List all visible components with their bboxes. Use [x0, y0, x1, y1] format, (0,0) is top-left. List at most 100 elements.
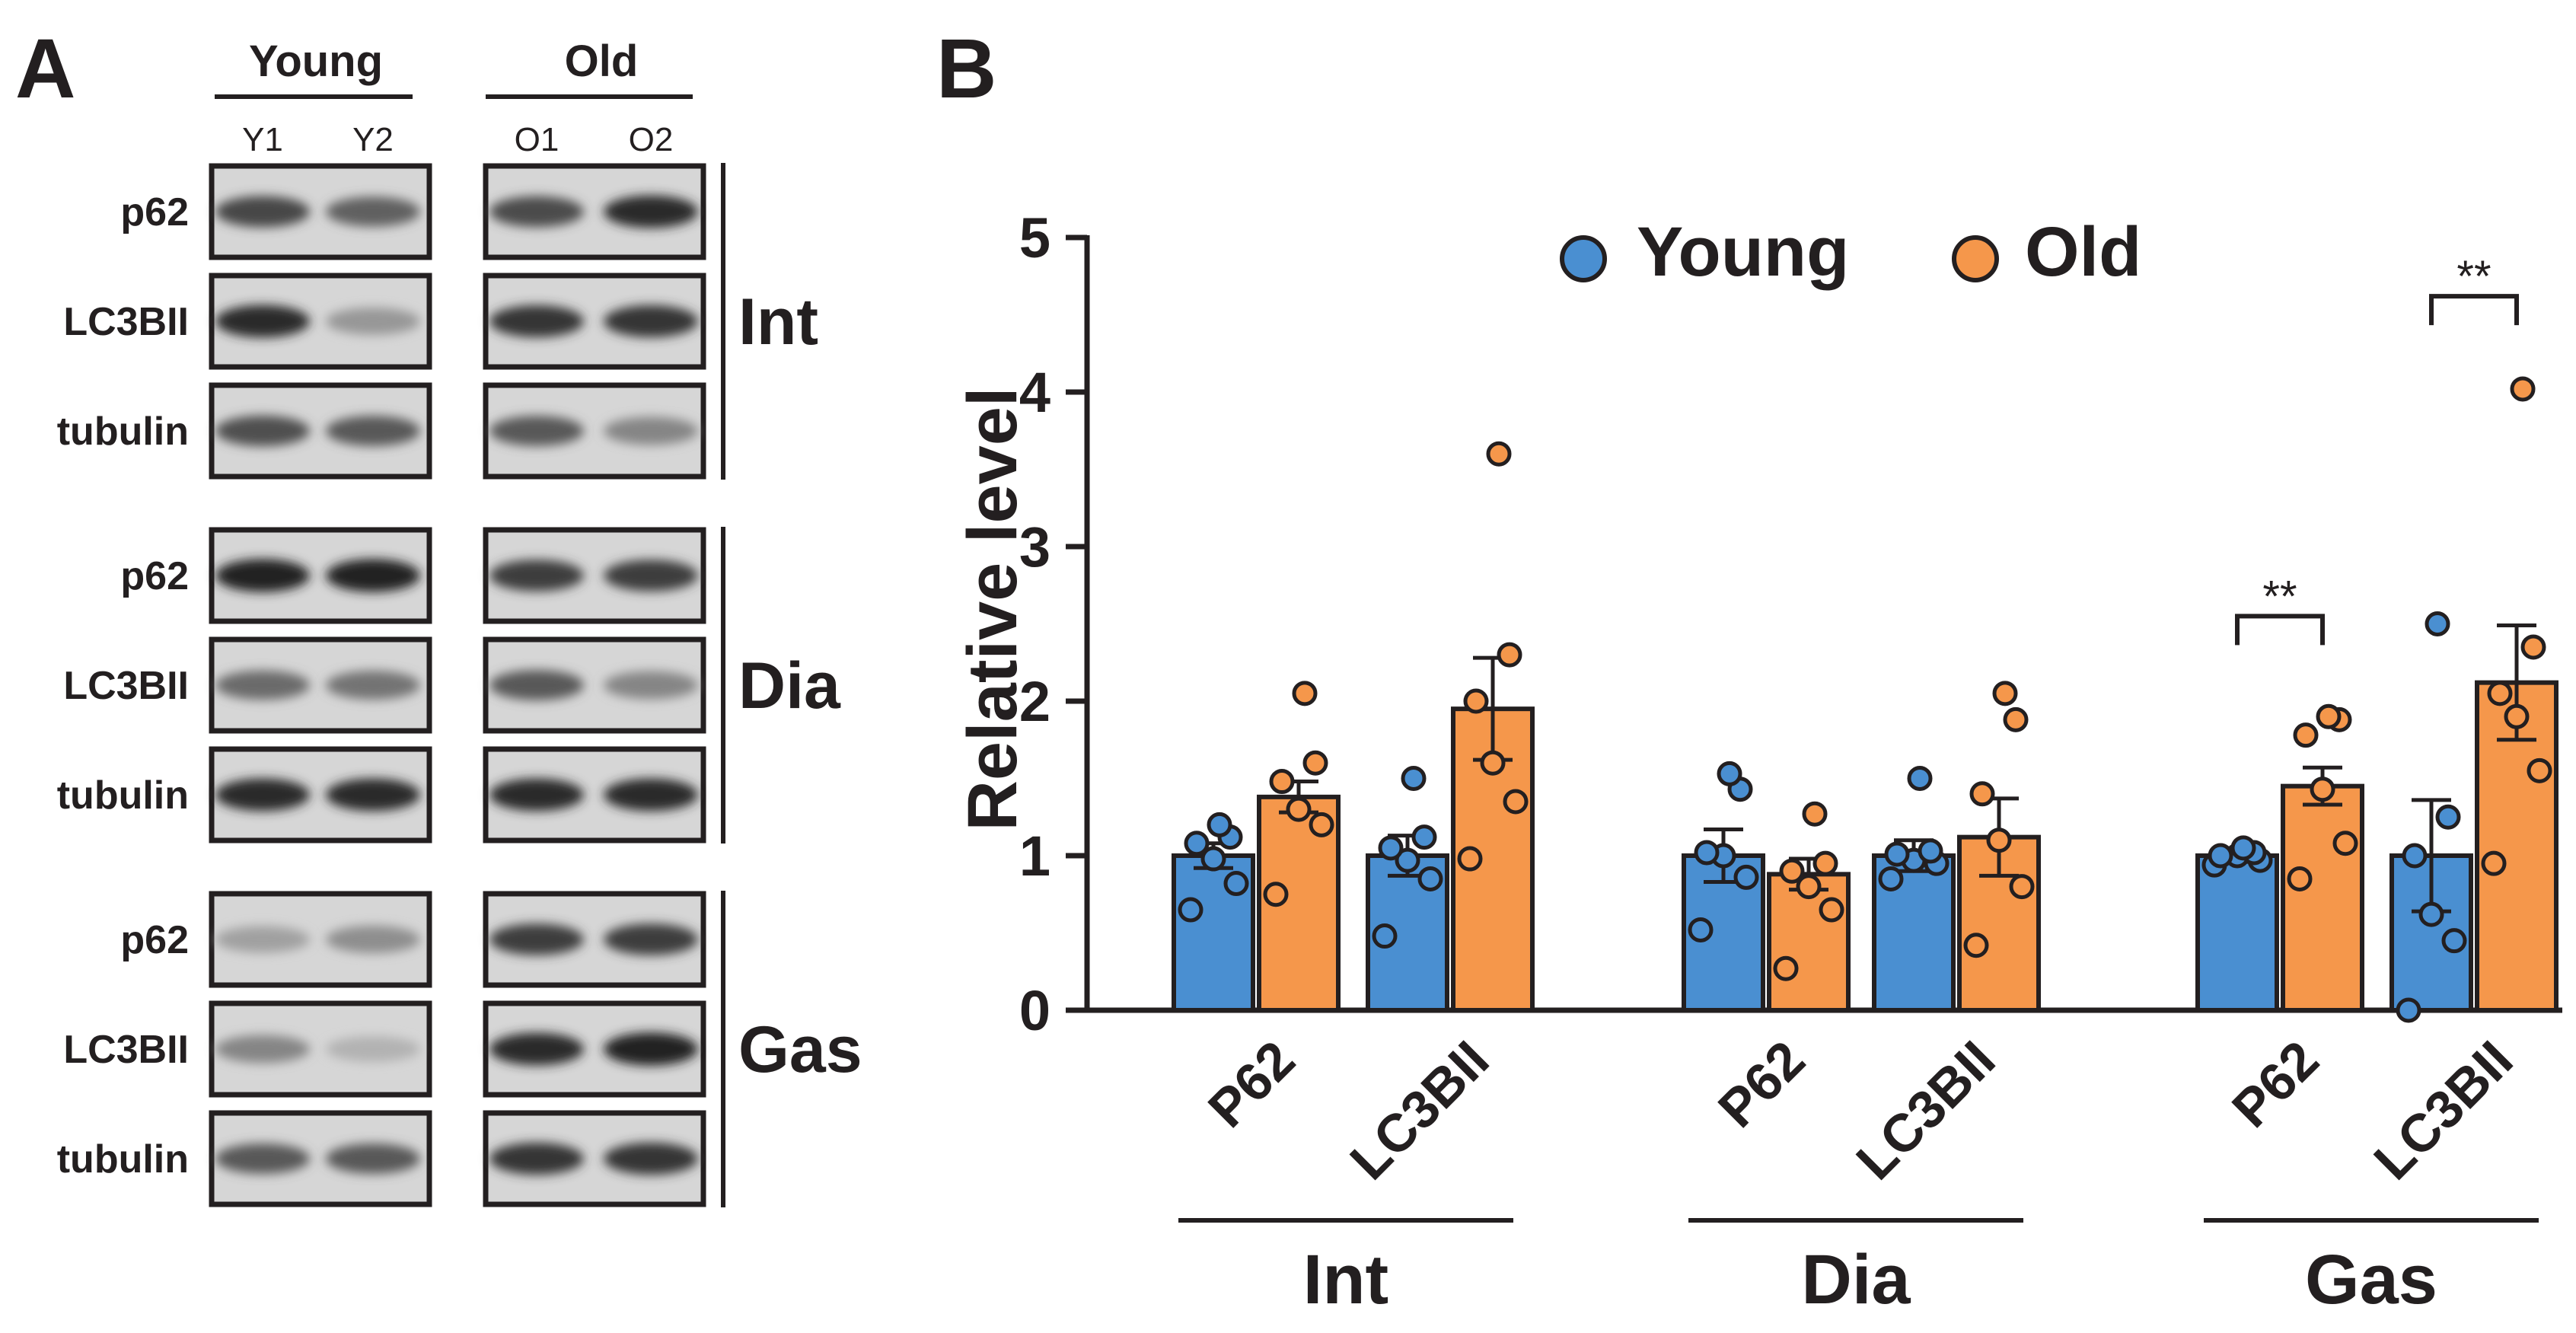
- blot-row-label: tubulin: [57, 773, 189, 818]
- data-point-young: [1417, 866, 1443, 891]
- legend-marker-young: [1560, 235, 1607, 282]
- significance-label: **: [2262, 572, 2297, 621]
- blot-band: [604, 1142, 698, 1175]
- legend-marker-old: [1952, 235, 1999, 282]
- significance-bracket: [2429, 294, 2519, 326]
- data-point-old: [2520, 634, 2546, 660]
- data-point-young: [1411, 824, 1437, 850]
- x-group-label: Gas: [2305, 1241, 2437, 1319]
- data-point-young: [1688, 917, 1714, 942]
- data-point-young: [1717, 761, 1742, 786]
- data-point-young: [2208, 843, 2233, 869]
- data-point-young: [1733, 864, 1759, 890]
- blot-row-label: tubulin: [57, 1137, 189, 1182]
- x-tick-label: LC3BII: [1845, 1029, 2007, 1191]
- data-point-old: [2332, 831, 2358, 856]
- data-point-old: [1497, 642, 1522, 668]
- data-point-old: [2287, 866, 2313, 891]
- data-point-old: [2487, 681, 2513, 706]
- data-point-old: [1309, 812, 1334, 837]
- y-tick-label: 2: [1019, 670, 1050, 733]
- lane-label-y1: Y1: [242, 121, 283, 158]
- data-point-old: [2293, 722, 2319, 748]
- data-point-old: [1292, 681, 1318, 706]
- blot-band: [604, 195, 698, 228]
- blot-band: [215, 196, 310, 228]
- data-point-old: [1819, 897, 1844, 923]
- data-point-young: [1184, 831, 1210, 856]
- blot-band: [326, 308, 420, 335]
- data-point-young: [1401, 766, 1427, 791]
- blot-row-label: p62: [120, 554, 189, 598]
- lane-label-o1: O1: [515, 121, 560, 158]
- blot-row-label: p62: [120, 918, 189, 962]
- data-point-old: [1486, 441, 1512, 467]
- blot-band: [604, 416, 698, 445]
- blot-row-label: tubulin: [57, 410, 189, 454]
- blot-band: [326, 1143, 420, 1174]
- data-point-old: [2009, 874, 2035, 900]
- blot-row-label: LC3BII: [63, 664, 189, 708]
- blot-band: [215, 670, 310, 700]
- data-point-young: [1395, 847, 1420, 873]
- blot-row: p62: [120, 891, 706, 988]
- data-point-old: [1773, 955, 1799, 981]
- data-point-old: [1503, 789, 1529, 815]
- blot-band: [326, 196, 420, 227]
- blot-band: [215, 1143, 310, 1174]
- data-point-old: [1480, 750, 1506, 776]
- y-tick-label: 0: [1019, 979, 1050, 1042]
- data-point-old: [1302, 750, 1328, 776]
- data-point-old: [1263, 882, 1289, 907]
- data-point-young: [1918, 838, 1943, 864]
- blot-band: [215, 559, 310, 592]
- data-point-young: [1878, 866, 1904, 891]
- blot-band: [489, 196, 584, 228]
- x-group-label: Dia: [1801, 1241, 1911, 1319]
- data-point-old: [2310, 777, 2335, 802]
- data-point-old: [1796, 874, 1822, 900]
- blot-band: [489, 560, 584, 592]
- data-point-young: [1907, 766, 1933, 791]
- data-point-old: [2003, 706, 2029, 732]
- data-point-young: [1378, 835, 1404, 861]
- bar-young: [2195, 853, 2279, 1013]
- tissue-label: Dia: [738, 649, 841, 722]
- data-point-old: [1802, 801, 1828, 827]
- blot-band: [489, 1032, 584, 1066]
- significance-label: **: [2456, 252, 2491, 301]
- blot-band: [326, 416, 420, 446]
- blot-band: [215, 926, 310, 953]
- tissue-label: Gas: [738, 1013, 862, 1086]
- legend-label-old: Old: [2025, 213, 2141, 291]
- blot-row: LC3BII: [63, 1000, 706, 1098]
- blot-row-label: LC3BII: [63, 1028, 189, 1072]
- data-point-young: [1200, 846, 1226, 872]
- data-point-young: [2418, 901, 2444, 927]
- blot-band: [215, 415, 310, 447]
- data-point-old: [1992, 681, 2018, 706]
- x-tick-label: LC3BII: [1339, 1029, 1500, 1191]
- y-tick-label: 1: [1019, 824, 1050, 888]
- blot-row: tubulin: [57, 1110, 706, 1207]
- blot-band: [489, 1142, 584, 1175]
- group-label-young: Young: [249, 37, 383, 86]
- blot-band: [489, 670, 584, 700]
- data-point-old: [1269, 769, 1295, 795]
- data-point-old: [2316, 703, 2342, 729]
- blot-band: [604, 1032, 698, 1066]
- data-point-young: [1694, 840, 1720, 866]
- data-point-young: [2230, 835, 2256, 861]
- data-point-young: [1884, 841, 1910, 867]
- data-point-old: [2504, 703, 2530, 729]
- data-point-young: [1372, 923, 1398, 949]
- legend: Young Old: [1560, 213, 2141, 291]
- data-point-young: [2396, 997, 2421, 1023]
- y-tick-label: 5: [1019, 206, 1050, 269]
- x-group-label: Int: [1303, 1241, 1388, 1319]
- blot-row: tubulin: [57, 382, 706, 480]
- blot-row: LC3BII: [63, 273, 706, 370]
- blot-band: [215, 305, 310, 338]
- blot-row: p62: [120, 527, 706, 624]
